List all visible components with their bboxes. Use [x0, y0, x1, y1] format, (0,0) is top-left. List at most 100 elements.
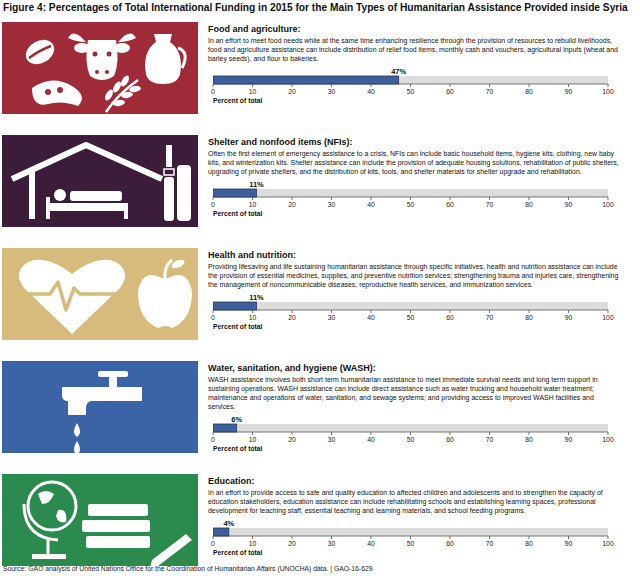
icon-bed — [46, 197, 50, 219]
bar-track — [213, 528, 608, 536]
tick-label: 100 — [602, 201, 614, 208]
tick-label: 20 — [288, 88, 296, 95]
tick-label: 40 — [367, 201, 375, 208]
tick — [489, 84, 490, 87]
icon-panel — [2, 361, 198, 453]
tick-label: 80 — [525, 314, 533, 321]
tick — [371, 310, 372, 313]
icon-apple — [138, 275, 192, 328]
marks — [213, 302, 256, 310]
icon-cow — [86, 40, 117, 80]
bar-chart: 47%0102030405060708090100Percent of tota… — [208, 66, 620, 107]
tick-label: 70 — [486, 201, 494, 208]
icon — [12, 145, 191, 221]
tick-label: 0 — [211, 201, 215, 208]
icon-pulse — [16, 282, 130, 310]
data-label: 47% — [391, 67, 406, 76]
tick — [450, 84, 451, 87]
tick — [529, 197, 530, 200]
tick-label: 90 — [565, 436, 573, 443]
icon-bottle — [177, 165, 191, 221]
icon-wheat — [103, 88, 114, 101]
bar — [213, 302, 256, 310]
tick-label: 70 — [486, 540, 494, 547]
bar-chart: 11%0102030405060708090100Percent of tota… — [208, 292, 620, 333]
tick — [331, 536, 332, 539]
icon-panel — [2, 474, 198, 566]
tick — [529, 432, 530, 435]
tick — [489, 536, 490, 539]
tick-label: 50 — [407, 88, 415, 95]
tick-label: 10 — [249, 201, 257, 208]
icon-book — [82, 520, 150, 532]
icon-cow — [107, 52, 112, 57]
tick — [568, 84, 569, 87]
tick — [608, 197, 609, 200]
icon-wall — [29, 171, 35, 219]
tick — [331, 432, 332, 435]
tick-label: 0 — [211, 540, 215, 547]
tick — [450, 432, 451, 435]
tick-label: 60 — [446, 201, 454, 208]
tick — [292, 197, 293, 200]
tick — [331, 310, 332, 313]
tick — [568, 310, 569, 313]
panel-text: Food and agriculture:In an effort to mee… — [208, 22, 620, 107]
panel-text: Water, sanitation, and hygiene (WASH):WA… — [208, 361, 620, 455]
tick-label: 10 — [249, 88, 257, 95]
tick-label: 50 — [407, 314, 415, 321]
tick-label: 90 — [565, 314, 573, 321]
tick-label: 0 — [211, 314, 215, 321]
tick-label: 30 — [328, 540, 336, 547]
tick-label: 100 — [602, 88, 614, 95]
axis-label: Percent of total — [213, 323, 263, 330]
icon-book — [86, 536, 150, 548]
icon-cow — [118, 33, 136, 42]
bar-chart: 11%0102030405060708090100Percent of tota… — [208, 179, 620, 220]
panel-title: Education: — [208, 476, 620, 487]
bar — [213, 528, 229, 536]
panel-description: Often the first element of emergency ass… — [208, 149, 620, 176]
tick — [252, 432, 253, 435]
icon-wheat — [111, 80, 122, 93]
icon-jug — [145, 34, 181, 84]
axis-label: Percent of total — [213, 445, 263, 452]
bar-track — [213, 189, 608, 197]
data-label: 6% — [231, 415, 242, 424]
tick — [213, 84, 214, 87]
tick-label: 90 — [565, 201, 573, 208]
tick-label: 100 — [602, 436, 614, 443]
panel-title: Food and agriculture: — [208, 24, 620, 35]
tick-label: 30 — [328, 314, 336, 321]
tick — [608, 432, 609, 435]
tick-label: 40 — [367, 88, 375, 95]
bar-track — [213, 424, 608, 432]
icon-globe — [32, 554, 66, 559]
data-label: 11% — [249, 293, 264, 302]
tick — [529, 310, 530, 313]
tick — [529, 84, 530, 87]
bar-track — [213, 302, 608, 310]
tick-label: 50 — [407, 436, 415, 443]
tick — [292, 432, 293, 435]
tick-label: 40 — [367, 314, 375, 321]
panel-text: Health and nutrition:Providing lifesavin… — [208, 248, 620, 333]
bar — [213, 424, 237, 432]
tick-label: 60 — [446, 540, 454, 547]
tick — [213, 536, 214, 539]
tick-label: 80 — [525, 88, 533, 95]
icon-cow — [95, 70, 99, 74]
source-note: Source: GAO analysis of United Nations O… — [3, 565, 372, 572]
icon-panel — [2, 248, 198, 340]
icon-globe — [38, 491, 66, 522]
marks — [213, 528, 229, 536]
icon-cow — [93, 52, 98, 57]
tick — [371, 432, 372, 435]
icon-person — [54, 189, 66, 201]
tick — [213, 197, 214, 200]
tick — [252, 536, 253, 539]
tick — [608, 84, 609, 87]
marks — [213, 424, 237, 432]
tick-label: 80 — [525, 436, 533, 443]
tick — [371, 536, 372, 539]
